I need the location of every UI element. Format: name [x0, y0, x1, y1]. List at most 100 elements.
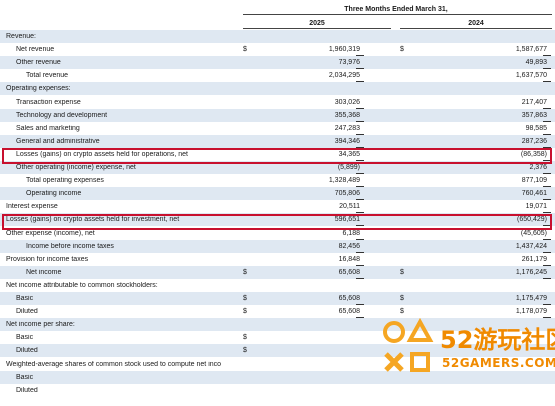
- currency-2025: $: [243, 334, 247, 342]
- table-row: Other expense (income), net 6,188 (45,605): [0, 227, 555, 240]
- row-label: Diluted: [16, 386, 38, 394]
- row-label: Revenue:: [6, 33, 36, 40]
- value-underline: [543, 199, 551, 201]
- row-label: Net income: [26, 268, 62, 276]
- value-underline: [543, 81, 551, 83]
- row-label: Diluted: [16, 347, 38, 355]
- table-row: Net income $65,608 $1,176,245: [0, 265, 555, 279]
- row-label: Provision for income taxes: [6, 255, 89, 263]
- value-underline: [356, 212, 364, 214]
- currency-2024: $: [400, 268, 404, 276]
- value-underline: [543, 317, 551, 319]
- row-label: Transaction expense: [16, 98, 81, 106]
- value-2025: 303,026: [334, 98, 360, 106]
- value-underline: [543, 264, 551, 266]
- value-underline: [356, 199, 364, 201]
- table-row: Diluted $65,608 $1,178,079: [0, 305, 555, 319]
- value-underline: [543, 225, 551, 227]
- table-row: Interest expense 20,511 19,071: [0, 200, 555, 214]
- table-row: Losses (gains) on crypto assets held for…: [0, 213, 555, 227]
- value-2025: 1,328,489: [328, 177, 360, 185]
- highlight-crypto-operations: [2, 148, 552, 164]
- value-2024: 1,176,245: [515, 268, 547, 276]
- value-underline: [543, 159, 551, 161]
- year-2024-rule: [400, 28, 552, 29]
- row-label: Basic: [16, 295, 34, 302]
- value-2025: 596,651: [334, 216, 360, 224]
- table-row: Losses (gains) on crypto assets held for…: [0, 148, 555, 161]
- table-row: Income before income taxes 82,456 1,437,42…: [0, 239, 555, 253]
- value-2025: 34,365: [338, 150, 360, 158]
- value-2025: 705,806: [334, 190, 360, 198]
- table-row: Operating income 705,806 760,461: [0, 187, 555, 201]
- table-row: Revenue:: [0, 30, 555, 43]
- value-2025: 20,511: [339, 203, 360, 211]
- table-row: Other operating (income) expense, net (5,…: [0, 161, 555, 174]
- value-2024: 2,376: [529, 164, 547, 171]
- table-row: Basic $65,608 $1,175,479: [0, 292, 555, 305]
- table-row: Diluted: [0, 384, 555, 397]
- row-label: Other expense (income), net: [6, 229, 95, 237]
- value-2024: 1,587,677: [515, 46, 547, 54]
- value-2025: 394,346: [334, 137, 360, 145]
- table-row: Net revenue $1,960,319 $1,587,677: [0, 43, 555, 57]
- row-label: Weighted-average shares of common stock …: [6, 360, 222, 368]
- value-2025: 6,188: [342, 229, 360, 237]
- value-2024: 1,437,424: [515, 242, 547, 250]
- value-2024: 19,071: [525, 203, 547, 211]
- row-label: Other operating (income) expense, net: [16, 164, 136, 171]
- table-row: Transaction expense 303,026 217,407: [0, 96, 555, 109]
- value-underline: [356, 317, 364, 319]
- row-label: Sales and marketing: [16, 124, 80, 132]
- value-underline: [356, 81, 364, 83]
- currency-2025: $: [243, 295, 247, 302]
- year-2025-heading: 2025: [309, 20, 325, 27]
- value-2025: 247,283: [334, 124, 360, 132]
- row-label: Operating expenses:: [6, 85, 71, 93]
- table-row: Total revenue 2,034,295 1,637,570: [0, 69, 555, 83]
- table-row: General and administrative 394,346 287,236: [0, 134, 555, 148]
- value-2025: 73,976: [338, 59, 360, 67]
- value-underline: [543, 68, 551, 70]
- row-label: Interest expense: [6, 203, 58, 211]
- gamepad-symbols-icon: [383, 317, 434, 372]
- value-2024: 217,407: [521, 98, 547, 106]
- row-label: Diluted: [16, 308, 38, 316]
- value-2024: 877,109: [521, 177, 547, 185]
- value-underline: [543, 304, 551, 305]
- year-2024-heading: 2024: [468, 20, 484, 27]
- value-2025: (5,899): [337, 164, 360, 171]
- value-2024: 1,178,079: [515, 308, 547, 316]
- watermark-brand-en: 52GAMERS.COM: [442, 356, 555, 370]
- row-label: Losses (gains) on crypto assets held for…: [16, 150, 188, 158]
- highlight-crypto-investment: [2, 214, 552, 230]
- year-2025-rule: [243, 28, 391, 29]
- value-2024: 261,179: [521, 255, 547, 263]
- row-label: Technology and development: [16, 111, 108, 119]
- row-label: Net income attributable to common stockh…: [6, 281, 158, 289]
- row-label: Basic: [16, 334, 34, 342]
- value-2024: 287,236: [521, 137, 547, 145]
- value-underline: [543, 55, 551, 57]
- value-2025: 65,608: [338, 308, 360, 316]
- value-2025: 2,034,295: [328, 72, 360, 80]
- value-underline: [543, 107, 551, 109]
- watermark-brand-cn: 52游玩社区: [440, 326, 555, 354]
- value-2024: 1,637,570: [515, 72, 547, 80]
- value-2024: (45,605): [520, 229, 547, 237]
- row-label: Operating income: [26, 190, 82, 198]
- row-label: Total operating expenses: [26, 177, 104, 185]
- value-2024: 98,585: [525, 124, 547, 132]
- value-underline: [543, 146, 551, 148]
- value-underline: [356, 107, 364, 109]
- value-underline: [543, 277, 551, 279]
- table-row: Provision for income taxes 16,848 261,179: [0, 253, 555, 266]
- table-row: Sales and marketing 247,283 98,585: [0, 122, 555, 135]
- value-underline: [356, 304, 364, 305]
- table-row: Total operating expenses 1,328,489 877,109: [0, 174, 555, 188]
- table-row: Basic: [0, 370, 555, 384]
- value-underline: [356, 225, 364, 227]
- value-2025: 82,456: [338, 242, 360, 250]
- value-underline: [543, 186, 551, 188]
- value-2024: 357,863: [521, 111, 547, 119]
